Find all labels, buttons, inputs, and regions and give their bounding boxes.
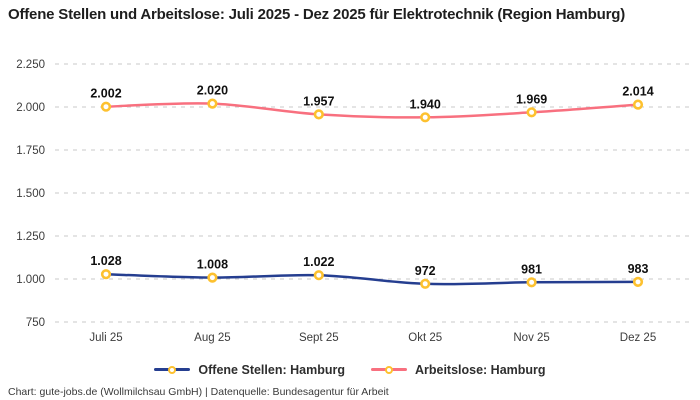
y-axis-label: 1.000 (16, 274, 45, 286)
data-point[interactable] (526, 277, 537, 288)
x-axis-label: Juli 25 (89, 332, 122, 344)
page-title: Offene Stellen und Arbeitslose: Juli 202… (8, 6, 625, 23)
data-point[interactable] (313, 270, 324, 281)
data-label: 972 (415, 264, 436, 278)
data-point[interactable] (632, 99, 644, 110)
legend-item-offene-stellen[interactable]: Offene Stellen: Hamburg (154, 362, 345, 377)
data-label: 2.014 (622, 85, 653, 99)
y-axis-label: 2.250 (16, 59, 45, 71)
legend-line-marker-icon (154, 362, 191, 377)
data-point[interactable] (526, 107, 537, 118)
data-point[interactable] (420, 278, 431, 289)
legend-label-offene-stellen: Offene Stellen: Hamburg (198, 362, 345, 377)
x-axis-label: Nov 25 (513, 332, 549, 344)
data-label: 1.008 (197, 258, 228, 272)
data-label: 1.957 (303, 94, 334, 108)
legend-ring-icon (168, 365, 177, 374)
y-axis-label: 1.250 (16, 231, 45, 243)
legend-line-marker-icon (370, 362, 407, 377)
data-point[interactable] (632, 276, 644, 288)
legend-label-arbeitslose: Arbeitslose: Hamburg (414, 362, 546, 377)
data-label: 1.969 (516, 92, 547, 106)
data-label: 1.940 (410, 97, 441, 111)
x-axis-label: Dez 25 (620, 332, 656, 344)
data-label: 2.020 (197, 84, 228, 98)
data-label: 981 (521, 262, 542, 276)
data-label: 1.022 (303, 255, 334, 269)
legend-item-arbeitslose[interactable]: Arbeitslose: Hamburg (370, 362, 546, 377)
data-point[interactable] (207, 272, 218, 283)
data-point[interactable] (420, 112, 431, 123)
data-point[interactable] (100, 101, 112, 112)
y-axis-label: 2.000 (16, 102, 45, 114)
source-attribution: Chart: gute-jobs.de (Wollmilchsau GmbH) … (8, 386, 389, 398)
data-point[interactable] (100, 269, 112, 280)
data-label: 1.028 (90, 254, 121, 268)
y-axis-label: 750 (26, 317, 45, 329)
x-axis-label: Aug 25 (194, 332, 230, 344)
series-line-1 (104, 102, 640, 119)
legend-ring-icon (384, 365, 393, 374)
y-axis-label: 1.750 (16, 145, 45, 157)
x-axis-label: Okt 25 (408, 332, 442, 344)
y-axis-label: 1.500 (16, 188, 45, 200)
data-point[interactable] (313, 109, 324, 120)
data-point[interactable] (207, 98, 218, 109)
x-axis-label: Sept 25 (299, 332, 339, 344)
chart-legend: Offene Stellen: Hamburg Arbeitslose: Ham… (0, 362, 700, 377)
data-label: 983 (628, 262, 649, 276)
data-label: 2.002 (90, 87, 121, 101)
series-line-0 (104, 272, 640, 286)
